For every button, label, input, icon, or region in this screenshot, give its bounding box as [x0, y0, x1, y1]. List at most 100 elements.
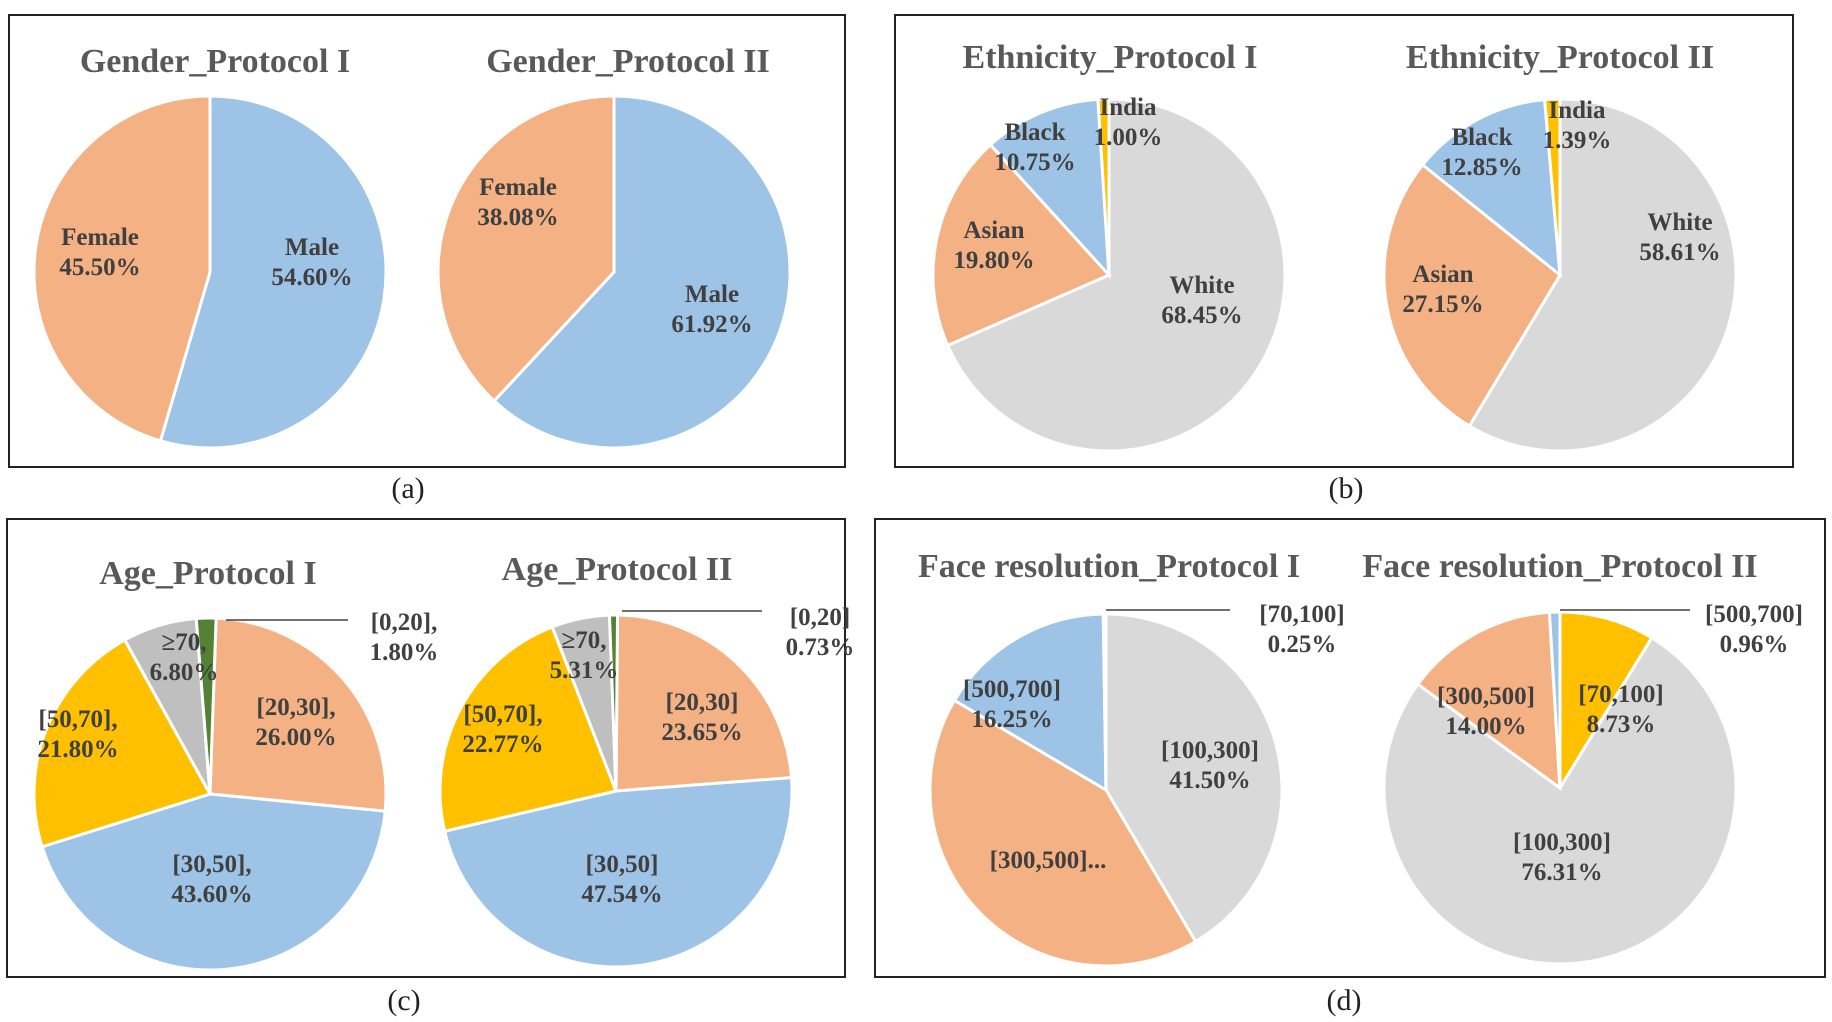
slice-percent: 22.77% — [462, 731, 543, 758]
caption-a: (a) — [391, 472, 425, 505]
slice-category: ≥70, — [162, 629, 207, 656]
slice-percent: 26.00% — [255, 724, 336, 751]
pie-chart-7: Face resolution_Protocol I [100,300] 41.50… — [918, 548, 1345, 968]
chart-title: Face resolution_Protocol II — [1362, 548, 1757, 585]
pie-slice — [1415, 610, 1562, 792]
slice-percent: 12.85% — [1441, 154, 1522, 181]
slice-label: [50,70], 21.80% — [37, 706, 118, 763]
pie-chart-6: Age_Protocol II [20,30] 23.65% [30,50] 47.54… — [438, 551, 855, 969]
pie-slice — [1096, 97, 1111, 276]
slice-percent: 0.73% — [786, 634, 855, 661]
slice-percent: 68.45% — [1161, 302, 1242, 329]
pie-slice — [1101, 612, 1108, 791]
slice-category: Female — [479, 174, 557, 201]
slice-category: White — [1169, 272, 1234, 299]
slice-category: [300,500] — [1437, 683, 1535, 710]
slice-category: [70,100] — [1578, 681, 1663, 708]
chart-title: Ethnicity_Protocol II — [1406, 39, 1714, 76]
chart-title: Age_Protocol II — [502, 551, 733, 588]
slice-label: India 1.39% — [1543, 97, 1612, 154]
slice-percent: 47.54% — [581, 881, 662, 908]
slice-category: [20,30], — [256, 694, 335, 721]
slice-label: [300,500] 14.00% — [1437, 683, 1535, 740]
slice-percent: 1.39% — [1543, 127, 1612, 154]
slice-category: [100,300] — [1513, 829, 1611, 856]
slice-category: India — [1549, 97, 1606, 124]
pie-slice — [607, 613, 620, 792]
slice-category: ≥70, — [562, 627, 607, 654]
slice-category: Asian — [963, 217, 1024, 244]
slice-percent: 61.92% — [671, 311, 752, 338]
chart-title: Age_Protocol I — [99, 555, 316, 592]
slice-label: India 1.00% — [1094, 94, 1163, 151]
pie-slice — [158, 94, 388, 450]
slice-category: [20,30] — [666, 689, 739, 716]
slice-label: ≥70, 5.31% — [550, 627, 619, 684]
slice-category: [30,50], — [172, 851, 251, 878]
slice-category: [300,500]... — [990, 847, 1107, 874]
slice-label: [300,500]... — [990, 847, 1107, 874]
slice-percent: 10.75% — [994, 149, 1075, 176]
slice-label: [20,30], 26.00% — [255, 694, 336, 751]
slice-percent: 1.80% — [370, 639, 439, 666]
slice-percent: 58.61% — [1639, 239, 1720, 266]
pie-slice — [40, 792, 387, 972]
slice-label: Black 12.85% — [1441, 124, 1522, 181]
slice-category: Female — [61, 224, 139, 251]
slice-percent: 38.08% — [477, 204, 558, 231]
slice-percent: 19.80% — [953, 247, 1034, 274]
chart-title: Gender_Protocol II — [486, 43, 770, 80]
slice-category: Male — [685, 281, 739, 308]
slice-category: Asian — [1412, 261, 1473, 288]
caption-d: (d) — [1326, 984, 1362, 1017]
slice-percent: 23.65% — [661, 719, 742, 746]
chart-title: Ethnicity_Protocol I — [963, 39, 1258, 76]
pie-slice — [928, 698, 1198, 968]
pie-slice — [988, 97, 1111, 280]
slice-percent: 0.96% — [1720, 631, 1789, 658]
slice-category: Black — [1451, 124, 1512, 151]
slice-percent: 14.00% — [1445, 713, 1526, 740]
pie-slice — [492, 94, 792, 450]
slice-category: [30,50] — [586, 851, 659, 878]
slice-category: Black — [1004, 119, 1065, 146]
slice-category: [500,700] — [963, 676, 1061, 703]
pie-chart-4: Ethnicity_Protocol II White 58.61% Asian 27.… — [1382, 39, 1738, 453]
pie-slice — [1543, 97, 1562, 276]
slice-label: Female 45.50% — [59, 224, 140, 281]
caption-c: (c) — [387, 984, 421, 1017]
pie-slice — [945, 97, 1287, 453]
slice-label: [500,700] 0.96% — [1705, 601, 1803, 658]
slice-label: [100,300] 76.31% — [1513, 829, 1611, 886]
pie-slice — [1104, 612, 1284, 944]
slice-label: Female 38.08% — [477, 174, 558, 231]
slice-category: [100,300] — [1161, 737, 1259, 764]
slice-percent: 0.25% — [1268, 631, 1337, 658]
slice-label: Black 10.75% — [994, 119, 1075, 176]
slice-label: [50,70], 22.77% — [462, 701, 543, 758]
slice-label: [100,300] 41.50% — [1161, 737, 1259, 794]
slice-label: Asian 27.15% — [1402, 261, 1483, 318]
slice-label: [30,50], 43.60% — [171, 851, 252, 908]
slice-label: White 58.61% — [1639, 209, 1720, 266]
slice-label: [0,20] 0.73% — [786, 604, 855, 661]
pie-slice — [208, 616, 388, 813]
pie-slice — [952, 612, 1108, 793]
slice-label: [30,50] 47.54% — [581, 851, 662, 908]
pie-chart-8: Face resolution_Protocol II [70,100] 8.73%… — [1362, 548, 1803, 966]
slice-percent: 1.00% — [1094, 124, 1163, 151]
slice-category: White — [1647, 209, 1712, 236]
slice-category: [50,70], — [463, 701, 542, 728]
pie-slice — [614, 613, 794, 793]
pie-slice — [442, 776, 794, 969]
slice-percent: 16.25% — [971, 706, 1052, 733]
chart-title: Gender_Protocol I — [80, 43, 350, 80]
slice-label: [500,700] 16.25% — [963, 676, 1061, 733]
slice-category: Male — [285, 234, 339, 261]
pie-slice — [32, 637, 213, 849]
pie-slice — [1558, 610, 1654, 794]
pie-slice — [1467, 97, 1738, 453]
slice-percent: 45.50% — [59, 254, 140, 281]
chart-title: Face resolution_Protocol I — [918, 548, 1300, 585]
